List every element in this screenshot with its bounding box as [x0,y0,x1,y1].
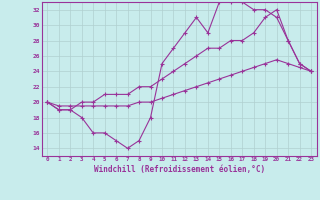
X-axis label: Windchill (Refroidissement éolien,°C): Windchill (Refroidissement éolien,°C) [94,165,265,174]
